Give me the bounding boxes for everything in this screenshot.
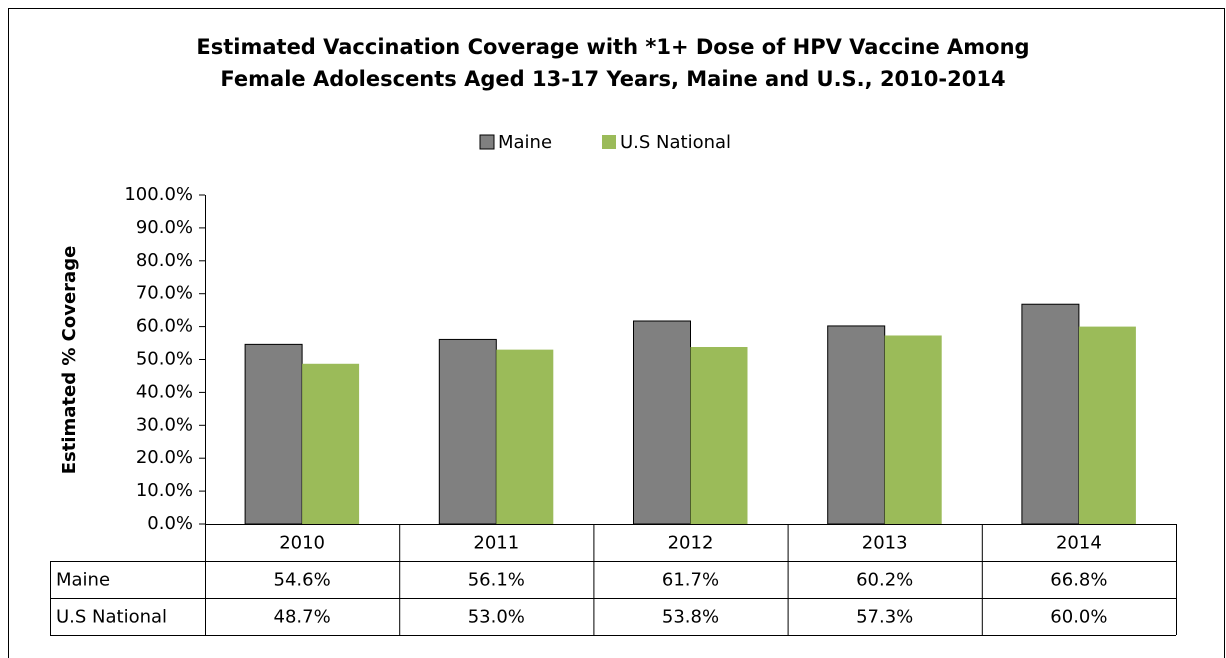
- y-tick-label: 20.0%: [136, 447, 193, 468]
- legend-label: U.S National: [620, 132, 731, 153]
- bar: [438, 338, 497, 525]
- y-tick-label: 40.0%: [136, 381, 193, 402]
- bar: [302, 363, 360, 524]
- y-tick-label: 70.0%: [136, 283, 193, 304]
- y-tick-label: 80.0%: [136, 250, 193, 271]
- table-cell: 53.8%: [662, 607, 719, 628]
- bar: [827, 325, 886, 525]
- bar: [884, 335, 942, 524]
- legend-swatch: [602, 135, 616, 149]
- table-cell: 56.1%: [468, 570, 525, 591]
- table-cell: 54.6%: [274, 570, 331, 591]
- y-tick-label: 60.0%: [136, 316, 193, 337]
- bar: [1021, 303, 1080, 525]
- table-cell: 66.8%: [1050, 570, 1107, 591]
- bar: [496, 349, 554, 524]
- table-cell: 53.0%: [468, 607, 525, 628]
- x-tick-label: 2014: [1056, 533, 1102, 554]
- chart-title: Estimated Vaccination Coverage with *1+ …: [196, 35, 1029, 59]
- y-axis-label: Estimated % Coverage: [59, 246, 80, 475]
- y-tick-label: 100.0%: [124, 184, 193, 205]
- legend-swatch: [479, 134, 495, 150]
- bar: [1078, 326, 1136, 524]
- y-tick-label: 0.0%: [147, 513, 193, 534]
- table-cell: 57.3%: [856, 607, 913, 628]
- y-tick-label: 10.0%: [136, 480, 193, 501]
- y-tick-label: 50.0%: [136, 349, 193, 370]
- bar: [244, 343, 303, 525]
- y-tick-label: 30.0%: [136, 414, 193, 435]
- table-cell: 48.7%: [274, 607, 331, 628]
- table-cell: 61.7%: [662, 570, 719, 591]
- x-tick-label: 2013: [862, 533, 908, 554]
- y-tick-label: 90.0%: [136, 217, 193, 238]
- table-row-label: Maine: [56, 570, 110, 591]
- x-tick-label: 2011: [473, 533, 519, 554]
- x-tick-label: 2012: [668, 533, 714, 554]
- x-tick-label: 2010: [279, 533, 325, 554]
- bar: [690, 346, 748, 524]
- table-cell: 60.0%: [1050, 607, 1107, 628]
- chart-title: Female Adolescents Aged 13-17 Years, Mai…: [220, 67, 1005, 91]
- legend-label: Maine: [498, 132, 552, 153]
- table-cell: 60.2%: [856, 570, 913, 591]
- bar: [633, 320, 691, 525]
- table-row-label: U.S National: [56, 607, 167, 628]
